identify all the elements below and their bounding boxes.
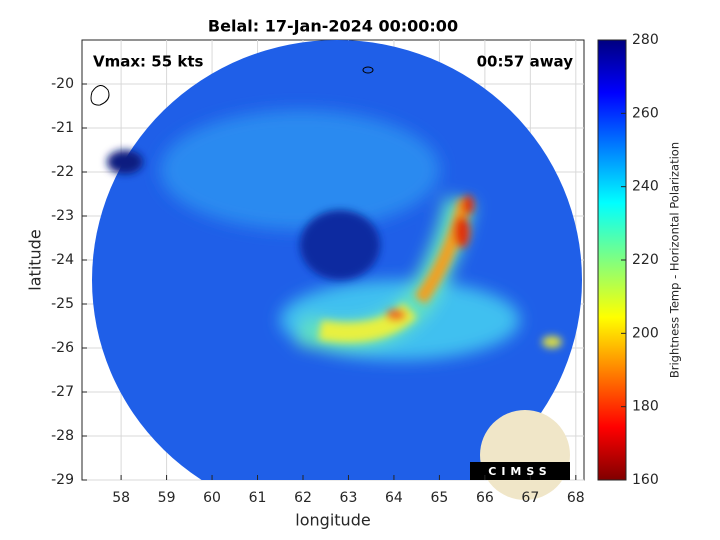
x-tick-label: 58	[112, 490, 130, 506]
x-tick-label: 65	[430, 490, 448, 506]
y-tick-label: -27	[51, 384, 74, 400]
logo-text: CIMSS	[488, 465, 551, 478]
y-tick-label: -23	[51, 208, 74, 224]
x-tick-label: 64	[385, 490, 403, 506]
y-tick-label: -25	[51, 296, 74, 312]
x-tick-label: 67	[521, 490, 539, 506]
colorbar-tick-label: 240	[632, 179, 659, 195]
y-tick-label: -26	[51, 340, 74, 356]
y-tick-label: -21	[51, 120, 74, 136]
x-tick-label: 61	[249, 490, 267, 506]
annotation: Vmax: 55 kts	[93, 53, 203, 71]
y-tick-label: -22	[51, 164, 74, 180]
annotation: 00:57 away	[477, 53, 574, 71]
y-axis-label: latitude	[26, 229, 45, 290]
x-tick-label: 68	[567, 490, 585, 506]
chart-title: Belal: 17-Jan-2024 00:00:00	[208, 17, 458, 36]
x-axis-label: longitude	[295, 511, 370, 530]
satellite-image	[90, 40, 582, 480]
y-tick-label: -20	[51, 76, 74, 92]
y-tick-label: -24	[51, 252, 74, 268]
y-tick-label: -28	[51, 428, 74, 444]
colorbar-tick-label: 180	[632, 399, 659, 415]
x-tick-label: 62	[294, 490, 312, 506]
y-tick-label: -29	[51, 472, 74, 488]
x-tick-label: 60	[203, 490, 221, 506]
x-tick-label: 63	[340, 490, 358, 506]
colorbar-tick-label: 220	[632, 252, 659, 268]
x-tick-label: 59	[158, 490, 176, 506]
colorbar-tick-label: 280	[632, 32, 659, 48]
logo: CIMSS	[470, 410, 570, 500]
x-tick-label: 66	[476, 490, 494, 506]
colorbar-tick-label: 260	[632, 105, 659, 121]
colorbar-tick-label: 200	[632, 325, 659, 341]
colorbar-tick-label: 160	[632, 472, 659, 488]
colorbar-label: Brightness Temp - Horizontal Polarizatio…	[668, 142, 682, 378]
